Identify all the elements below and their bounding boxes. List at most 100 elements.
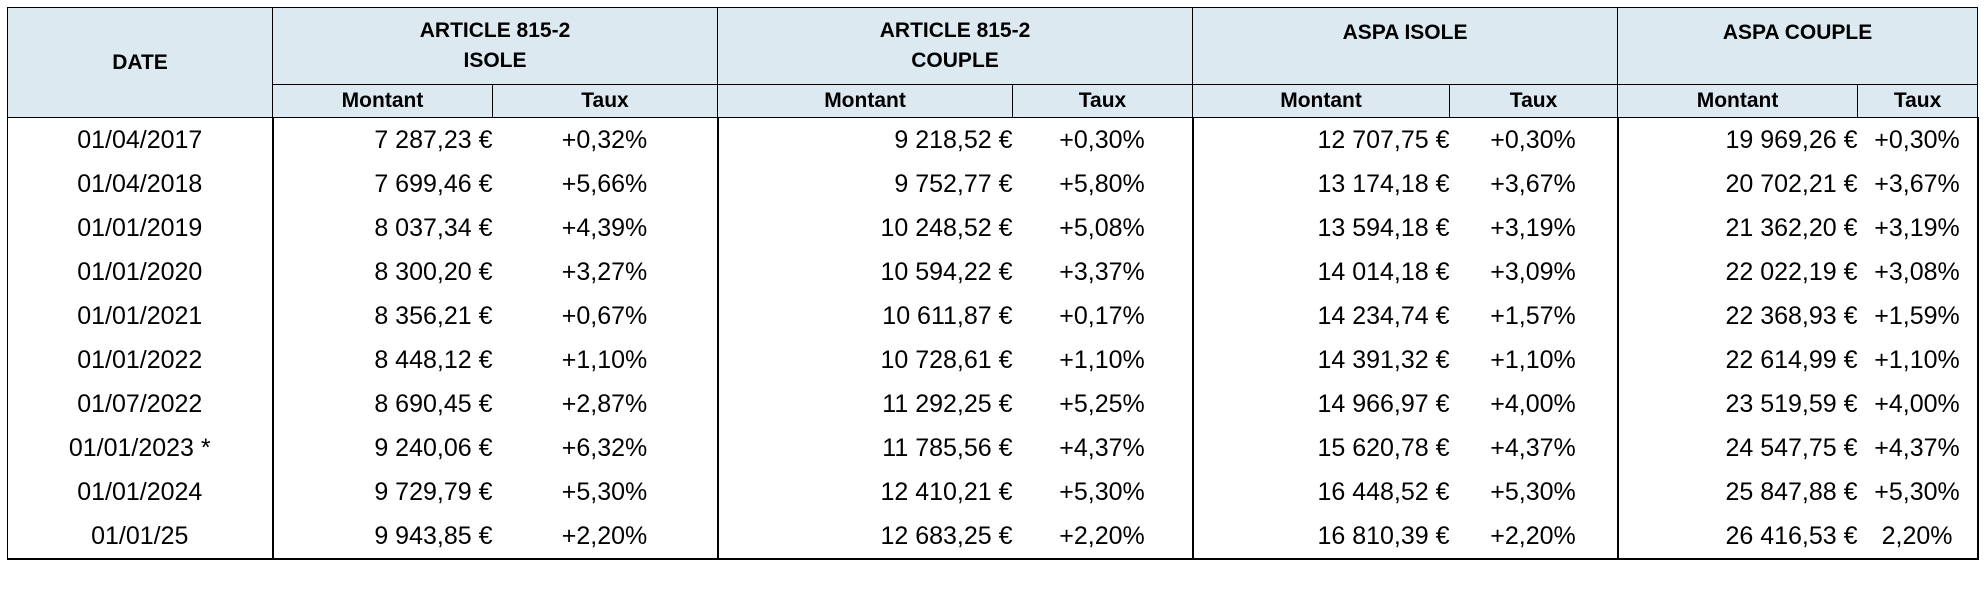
montant-cell: 7 699,46 € bbox=[271, 162, 493, 206]
montant-cell: 10 728,61 € bbox=[716, 338, 1013, 382]
montant-cell: 22 368,93 € bbox=[1616, 294, 1858, 338]
taux-cell: +1,57% bbox=[1449, 294, 1619, 338]
taux-cell: +4,39% bbox=[492, 206, 719, 250]
taux-cell: +0,30% bbox=[1857, 117, 1979, 162]
montant-cell: 15 620,78 € bbox=[1191, 426, 1450, 470]
table-row: 01/04/2018 7 699,46 € +5,66% 9 752,77 € … bbox=[7, 162, 1979, 206]
date-cell: 01/01/2020 bbox=[7, 250, 274, 294]
montant-cell: 9 752,77 € bbox=[716, 162, 1013, 206]
montant-cell: 8 037,34 € bbox=[271, 206, 493, 250]
montant-cell: 12 707,75 € bbox=[1191, 117, 1450, 162]
date-cell: 01/07/2022 bbox=[7, 382, 274, 426]
montant-cell: 14 966,97 € bbox=[1191, 382, 1450, 426]
taux-cell: +1,10% bbox=[1449, 338, 1619, 382]
table-row: 01/01/2019 8 037,34 € +4,39% 10 248,52 €… bbox=[7, 206, 1979, 250]
montant-cell: 11 292,25 € bbox=[716, 382, 1013, 426]
montant-header: Montant bbox=[1617, 84, 1859, 118]
date-cell: 01/01/2019 bbox=[7, 206, 274, 250]
taux-cell: +2,20% bbox=[1012, 514, 1194, 560]
date-cell: 01/01/2023 * bbox=[7, 426, 274, 470]
taux-cell: +4,00% bbox=[1449, 382, 1619, 426]
date-cell: 01/01/25 bbox=[7, 514, 274, 560]
montant-header: Montant bbox=[1192, 84, 1451, 118]
date-cell: 01/01/2024 bbox=[7, 470, 274, 514]
montant-cell: 10 611,87 € bbox=[716, 294, 1013, 338]
table-row: 01/01/2024 9 729,79 € +5,30% 12 410,21 €… bbox=[7, 470, 1979, 514]
taux-cell: +5,30% bbox=[1857, 470, 1979, 514]
montant-cell: 8 448,12 € bbox=[271, 338, 493, 382]
montant-cell: 13 594,18 € bbox=[1191, 206, 1450, 250]
taux-cell: +3,27% bbox=[492, 250, 719, 294]
montant-cell: 12 410,21 € bbox=[716, 470, 1013, 514]
montant-cell: 8 690,45 € bbox=[271, 382, 493, 426]
taux-cell: +5,30% bbox=[1449, 470, 1619, 514]
date-column-header: DATE bbox=[7, 7, 273, 118]
taux-cell: +3,19% bbox=[1857, 206, 1979, 250]
date-cell: 01/01/2022 bbox=[7, 338, 274, 382]
montant-cell: 21 362,20 € bbox=[1616, 206, 1858, 250]
montant-cell: 26 416,53 € bbox=[1616, 514, 1858, 560]
taux-cell: +5,25% bbox=[1012, 382, 1194, 426]
table-row: 01/01/2023 * 9 240,06 € +6,32% 11 785,56… bbox=[7, 426, 1979, 470]
date-cell: 01/04/2017 bbox=[7, 117, 274, 162]
taux-cell: +3,08% bbox=[1857, 250, 1979, 294]
group-header-line2: COUPLE bbox=[911, 49, 999, 72]
taux-cell: +3,67% bbox=[1857, 162, 1979, 206]
taux-header: Taux bbox=[1012, 84, 1194, 118]
table-row: 01/01/2022 8 448,12 € +1,10% 10 728,61 €… bbox=[7, 338, 1979, 382]
montant-cell: 9 218,52 € bbox=[716, 117, 1013, 162]
montant-cell: 10 248,52 € bbox=[716, 206, 1013, 250]
taux-cell: +4,37% bbox=[1449, 426, 1619, 470]
taux-cell: +5,66% bbox=[492, 162, 719, 206]
taux-cell: +0,17% bbox=[1012, 294, 1194, 338]
group-header-line1: ASPA COUPLE bbox=[1722, 21, 1873, 44]
taux-cell: +3,67% bbox=[1449, 162, 1619, 206]
table-row: 01/01/2020 8 300,20 € +3,27% 10 594,22 €… bbox=[7, 250, 1979, 294]
taux-header: Taux bbox=[491, 84, 719, 118]
taux-cell: +0,67% bbox=[492, 294, 719, 338]
montant-cell: 14 234,74 € bbox=[1191, 294, 1450, 338]
taux-cell: +5,30% bbox=[1012, 470, 1194, 514]
taux-cell: +6,32% bbox=[492, 426, 719, 470]
taux-cell: +3,19% bbox=[1449, 206, 1619, 250]
group-header-line1: ARTICLE 815-2 bbox=[419, 19, 571, 42]
taux-cell: +1,10% bbox=[492, 338, 719, 382]
montant-cell: 14 014,18 € bbox=[1191, 250, 1450, 294]
table-row: 01/01/2021 8 356,21 € +0,67% 10 611,87 €… bbox=[7, 294, 1979, 338]
sub-header-row: Montant Taux Montant Taux Montant Taux M… bbox=[8, 84, 1979, 118]
montant-cell: 23 519,59 € bbox=[1616, 382, 1858, 426]
pension-rates-table: DATE ARTICLE 815-2 ISOLE ARTICLE 815-2 C… bbox=[7, 7, 1979, 560]
table-row: 01/01/25 9 943,85 € +2,20% 12 683,25 € +… bbox=[7, 514, 1979, 560]
montant-cell: 10 594,22 € bbox=[716, 250, 1013, 294]
montant-cell: 16 810,39 € bbox=[1191, 514, 1450, 560]
table-header: DATE ARTICLE 815-2 ISOLE ARTICLE 815-2 C… bbox=[7, 7, 1979, 118]
taux-cell: +5,08% bbox=[1012, 206, 1194, 250]
montant-cell: 9 729,79 € bbox=[271, 470, 493, 514]
table-row: 01/04/2017 7 287,23 € +0,32% 9 218,52 € … bbox=[7, 117, 1979, 162]
taux-cell: +5,80% bbox=[1012, 162, 1194, 206]
montant-cell: 25 847,88 € bbox=[1616, 470, 1858, 514]
taux-cell: +4,37% bbox=[1012, 426, 1194, 470]
montant-header: Montant bbox=[717, 84, 1014, 118]
group-header-line2: ISOLE bbox=[463, 49, 527, 72]
group-header-row: DATE ARTICLE 815-2 ISOLE ARTICLE 815-2 C… bbox=[7, 7, 1979, 118]
group-header-line1: ARTICLE 815-2 bbox=[879, 19, 1031, 42]
group-header-line1: ASPA ISOLE bbox=[1342, 21, 1468, 44]
taux-cell: +0,32% bbox=[492, 117, 719, 162]
montant-cell: 8 300,20 € bbox=[271, 250, 493, 294]
taux-header: Taux bbox=[1449, 84, 1619, 118]
montant-cell: 9 240,06 € bbox=[271, 426, 493, 470]
taux-cell: +1,10% bbox=[1012, 338, 1194, 382]
taux-cell: 2,20% bbox=[1857, 514, 1979, 560]
group-header-article-815-2-isole: ARTICLE 815-2 ISOLE bbox=[271, 7, 719, 85]
montant-cell: 22 022,19 € bbox=[1616, 250, 1858, 294]
taux-cell: +3,09% bbox=[1449, 250, 1619, 294]
taux-cell: +4,00% bbox=[1857, 382, 1979, 426]
taux-cell: +2,20% bbox=[492, 514, 719, 560]
group-header-aspa-couple: ASPA COUPLE bbox=[1617, 7, 1979, 85]
montant-cell: 12 683,25 € bbox=[716, 514, 1013, 560]
montant-cell: 16 448,52 € bbox=[1191, 470, 1450, 514]
montant-cell: 19 969,26 € bbox=[1616, 117, 1858, 162]
date-cell: 01/01/2021 bbox=[7, 294, 274, 338]
taux-cell: +5,30% bbox=[492, 470, 719, 514]
